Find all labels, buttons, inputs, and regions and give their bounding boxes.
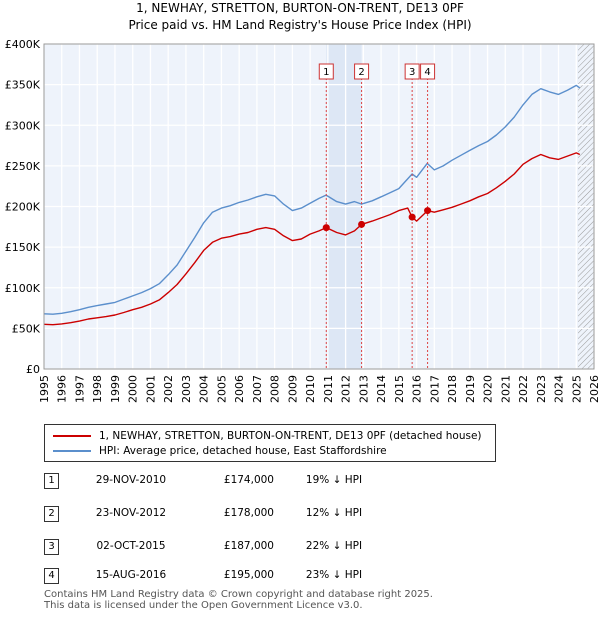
x-tick-label: 2015 xyxy=(393,375,406,403)
sale-hpi-diff: 22% ↓ HPI xyxy=(305,540,363,552)
sale-marker-label: 4 xyxy=(424,67,430,78)
x-tick-label: 1999 xyxy=(109,375,122,403)
plot-area-border xyxy=(43,43,595,370)
sale-price: £195,000 xyxy=(223,569,274,581)
x-tick-label: 2014 xyxy=(375,375,388,403)
footer-line-copyright: Contains HM Land Registry data © Crown c… xyxy=(44,589,433,600)
y-tick-label: £200K xyxy=(5,201,41,214)
y-tick-label: £150K xyxy=(5,241,41,254)
x-tick-label: 1998 xyxy=(91,375,104,403)
sale-date: 23-NOV-2012 xyxy=(95,507,167,519)
footer-attribution: Contains HM Land Registry data © Crown c… xyxy=(44,589,433,611)
x-tick-label: 2003 xyxy=(180,375,193,403)
sale-number-badge: 4 xyxy=(44,568,59,584)
sale-date: 15-AUG-2016 xyxy=(95,569,167,581)
legend-swatch-hpi xyxy=(53,450,91,452)
x-tick-label: 2008 xyxy=(269,375,282,403)
sale-hpi-diff: 23% ↓ HPI xyxy=(305,569,363,581)
x-tick-label: 2002 xyxy=(162,375,175,403)
x-tick-label: 2020 xyxy=(482,375,495,403)
chart-title-block: 1, NEWHAY, STRETTON, BURTON-ON-TRENT, DE… xyxy=(0,0,600,34)
x-tick-label: 2022 xyxy=(517,375,530,403)
sale-price: £178,000 xyxy=(223,507,274,519)
legend-swatch-property xyxy=(53,435,91,437)
y-tick-label: £50K xyxy=(12,322,41,335)
chart-subtitle: Price paid vs. HM Land Registry's House … xyxy=(128,18,472,32)
x-tick-label: 1997 xyxy=(73,375,86,403)
property-series-line xyxy=(43,152,581,326)
x-tick-label: 1995 xyxy=(38,375,51,403)
footer-line-licence: This data is licensed under the Open Gov… xyxy=(44,600,363,611)
x-tick-label: 2000 xyxy=(127,375,140,403)
sale-marker-box xyxy=(420,63,436,80)
price-chart: £0 £50K £100K £150K £200K £250K £300K £350K £400… xyxy=(5,38,600,403)
x-tick-label: 2005 xyxy=(215,375,228,403)
sale-date: 02-OCT-2015 xyxy=(96,540,166,552)
y-tick-label: £350K xyxy=(5,79,41,92)
x-tick-label: 2006 xyxy=(233,375,246,403)
x-tick-label: 2017 xyxy=(428,375,441,403)
sale-row: 3 02-OCT-2015 £187,000 22% ↓ HPI xyxy=(44,536,464,556)
legend-label-hpi: HPI: Average price, detached house, East… xyxy=(99,445,387,457)
chart-title: 1, NEWHAY, STRETTON, BURTON-ON-TRENT, DE… xyxy=(136,1,464,15)
sale-row: 1 29-NOV-2010 £174,000 19% ↓ HPI xyxy=(44,470,464,490)
x-tick-label: 2021 xyxy=(499,375,512,403)
x-tick-label: 2013 xyxy=(357,375,370,403)
sale-date: 29-NOV-2010 xyxy=(95,474,167,486)
sale-marker-label: 2 xyxy=(358,67,364,78)
sale-hpi-diff: 19% ↓ HPI xyxy=(305,474,363,486)
hpi-series-line xyxy=(43,84,581,315)
sale-number-badge: 1 xyxy=(44,473,59,489)
sale-hpi-diff: 12% ↓ HPI xyxy=(305,507,363,519)
sale-point xyxy=(424,207,432,215)
x-tick-label: 2018 xyxy=(446,375,459,403)
x-tick-label: 2019 xyxy=(464,375,477,403)
sale-marker-box xyxy=(318,63,334,80)
sale-number-badge: 2 xyxy=(44,506,59,522)
x-tick-label: 2024 xyxy=(553,375,566,403)
x-tick-label: 2004 xyxy=(198,375,211,403)
x-tick-label: 1996 xyxy=(56,375,69,403)
x-tick-label: 2016 xyxy=(411,375,424,403)
sale-price: £174,000 xyxy=(223,474,274,486)
y-tick-label: £250K xyxy=(5,160,41,173)
x-tick-label: 2009 xyxy=(286,375,299,403)
sale-marker-label: 3 xyxy=(409,67,415,78)
sale-price: £187,000 xyxy=(223,540,274,552)
legend: 1, NEWHAY, STRETTON, BURTON-ON-TRENT, DE… xyxy=(44,424,496,462)
x-tick-label: 2026 xyxy=(588,375,600,403)
y-tick-label: £0 xyxy=(26,363,40,376)
x-tick-label: 2007 xyxy=(251,375,264,403)
y-tick-label: £400K xyxy=(5,38,41,51)
x-tick-label: 2025 xyxy=(570,375,583,403)
sale-row: 2 23-NOV-2012 £178,000 12% ↓ HPI xyxy=(44,503,464,523)
legend-label-property: 1, NEWHAY, STRETTON, BURTON-ON-TRENT, DE… xyxy=(99,430,482,442)
y-tick-label: £100K xyxy=(5,282,41,295)
sale-point xyxy=(358,220,366,228)
y-tick-label: £300K xyxy=(5,119,41,132)
x-tick-label: 2011 xyxy=(322,375,335,403)
sale-number-badge: 3 xyxy=(44,539,59,555)
x-tick-label: 2001 xyxy=(144,375,157,403)
x-tick-label: 2012 xyxy=(340,375,353,403)
sale-point xyxy=(408,213,416,221)
sale-marker-box xyxy=(354,63,370,80)
sale-point xyxy=(322,224,330,232)
sale-marker-box xyxy=(404,63,420,80)
x-tick-label: 2023 xyxy=(535,375,548,403)
sale-row: 4 15-AUG-2016 £195,000 23% ↓ HPI xyxy=(44,565,464,585)
sale-marker-label: 1 xyxy=(323,67,329,78)
x-tick-label: 2010 xyxy=(304,375,317,403)
